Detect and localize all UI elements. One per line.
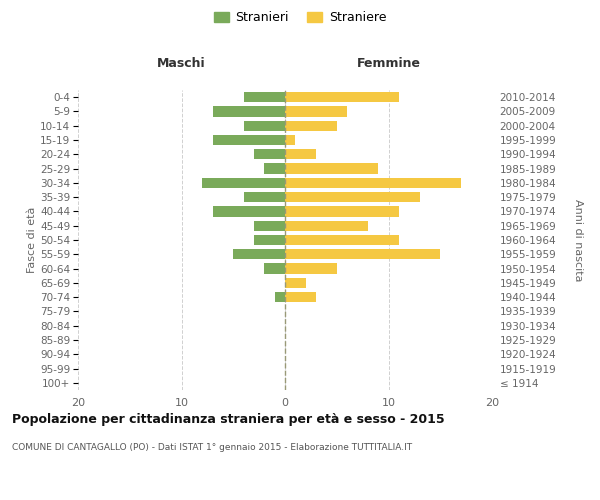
Bar [285, 135, 295, 145]
Text: Femmine: Femmine [356, 57, 421, 70]
Bar [233, 249, 285, 260]
Bar [285, 120, 337, 131]
Bar [285, 92, 399, 102]
Text: Popolazione per cittadinanza straniera per età e sesso - 2015: Popolazione per cittadinanza straniera p… [12, 412, 445, 426]
Bar [285, 264, 337, 274]
Bar [285, 149, 316, 160]
Y-axis label: Fasce di età: Fasce di età [28, 207, 37, 273]
Text: Maschi: Maschi [157, 57, 206, 70]
Bar [202, 178, 285, 188]
Bar [254, 149, 285, 160]
Bar [285, 206, 399, 216]
Bar [285, 192, 419, 202]
Bar [285, 249, 440, 260]
Bar [265, 264, 285, 274]
Bar [285, 220, 368, 231]
Bar [244, 92, 285, 102]
Bar [212, 106, 285, 117]
Legend: Stranieri, Straniere: Stranieri, Straniere [209, 6, 391, 29]
Text: COMUNE DI CANTAGALLO (PO) - Dati ISTAT 1° gennaio 2015 - Elaborazione TUTTITALIA: COMUNE DI CANTAGALLO (PO) - Dati ISTAT 1… [12, 442, 412, 452]
Bar [244, 192, 285, 202]
Bar [285, 106, 347, 117]
Bar [212, 206, 285, 216]
Bar [285, 292, 316, 302]
Bar [212, 135, 285, 145]
Bar [265, 164, 285, 173]
Bar [285, 235, 399, 245]
Bar [254, 235, 285, 245]
Bar [285, 178, 461, 188]
Bar [254, 220, 285, 231]
Bar [285, 164, 378, 173]
Bar [244, 120, 285, 131]
Y-axis label: Anni di nascita: Anni di nascita [573, 198, 583, 281]
Bar [285, 278, 306, 288]
Bar [275, 292, 285, 302]
